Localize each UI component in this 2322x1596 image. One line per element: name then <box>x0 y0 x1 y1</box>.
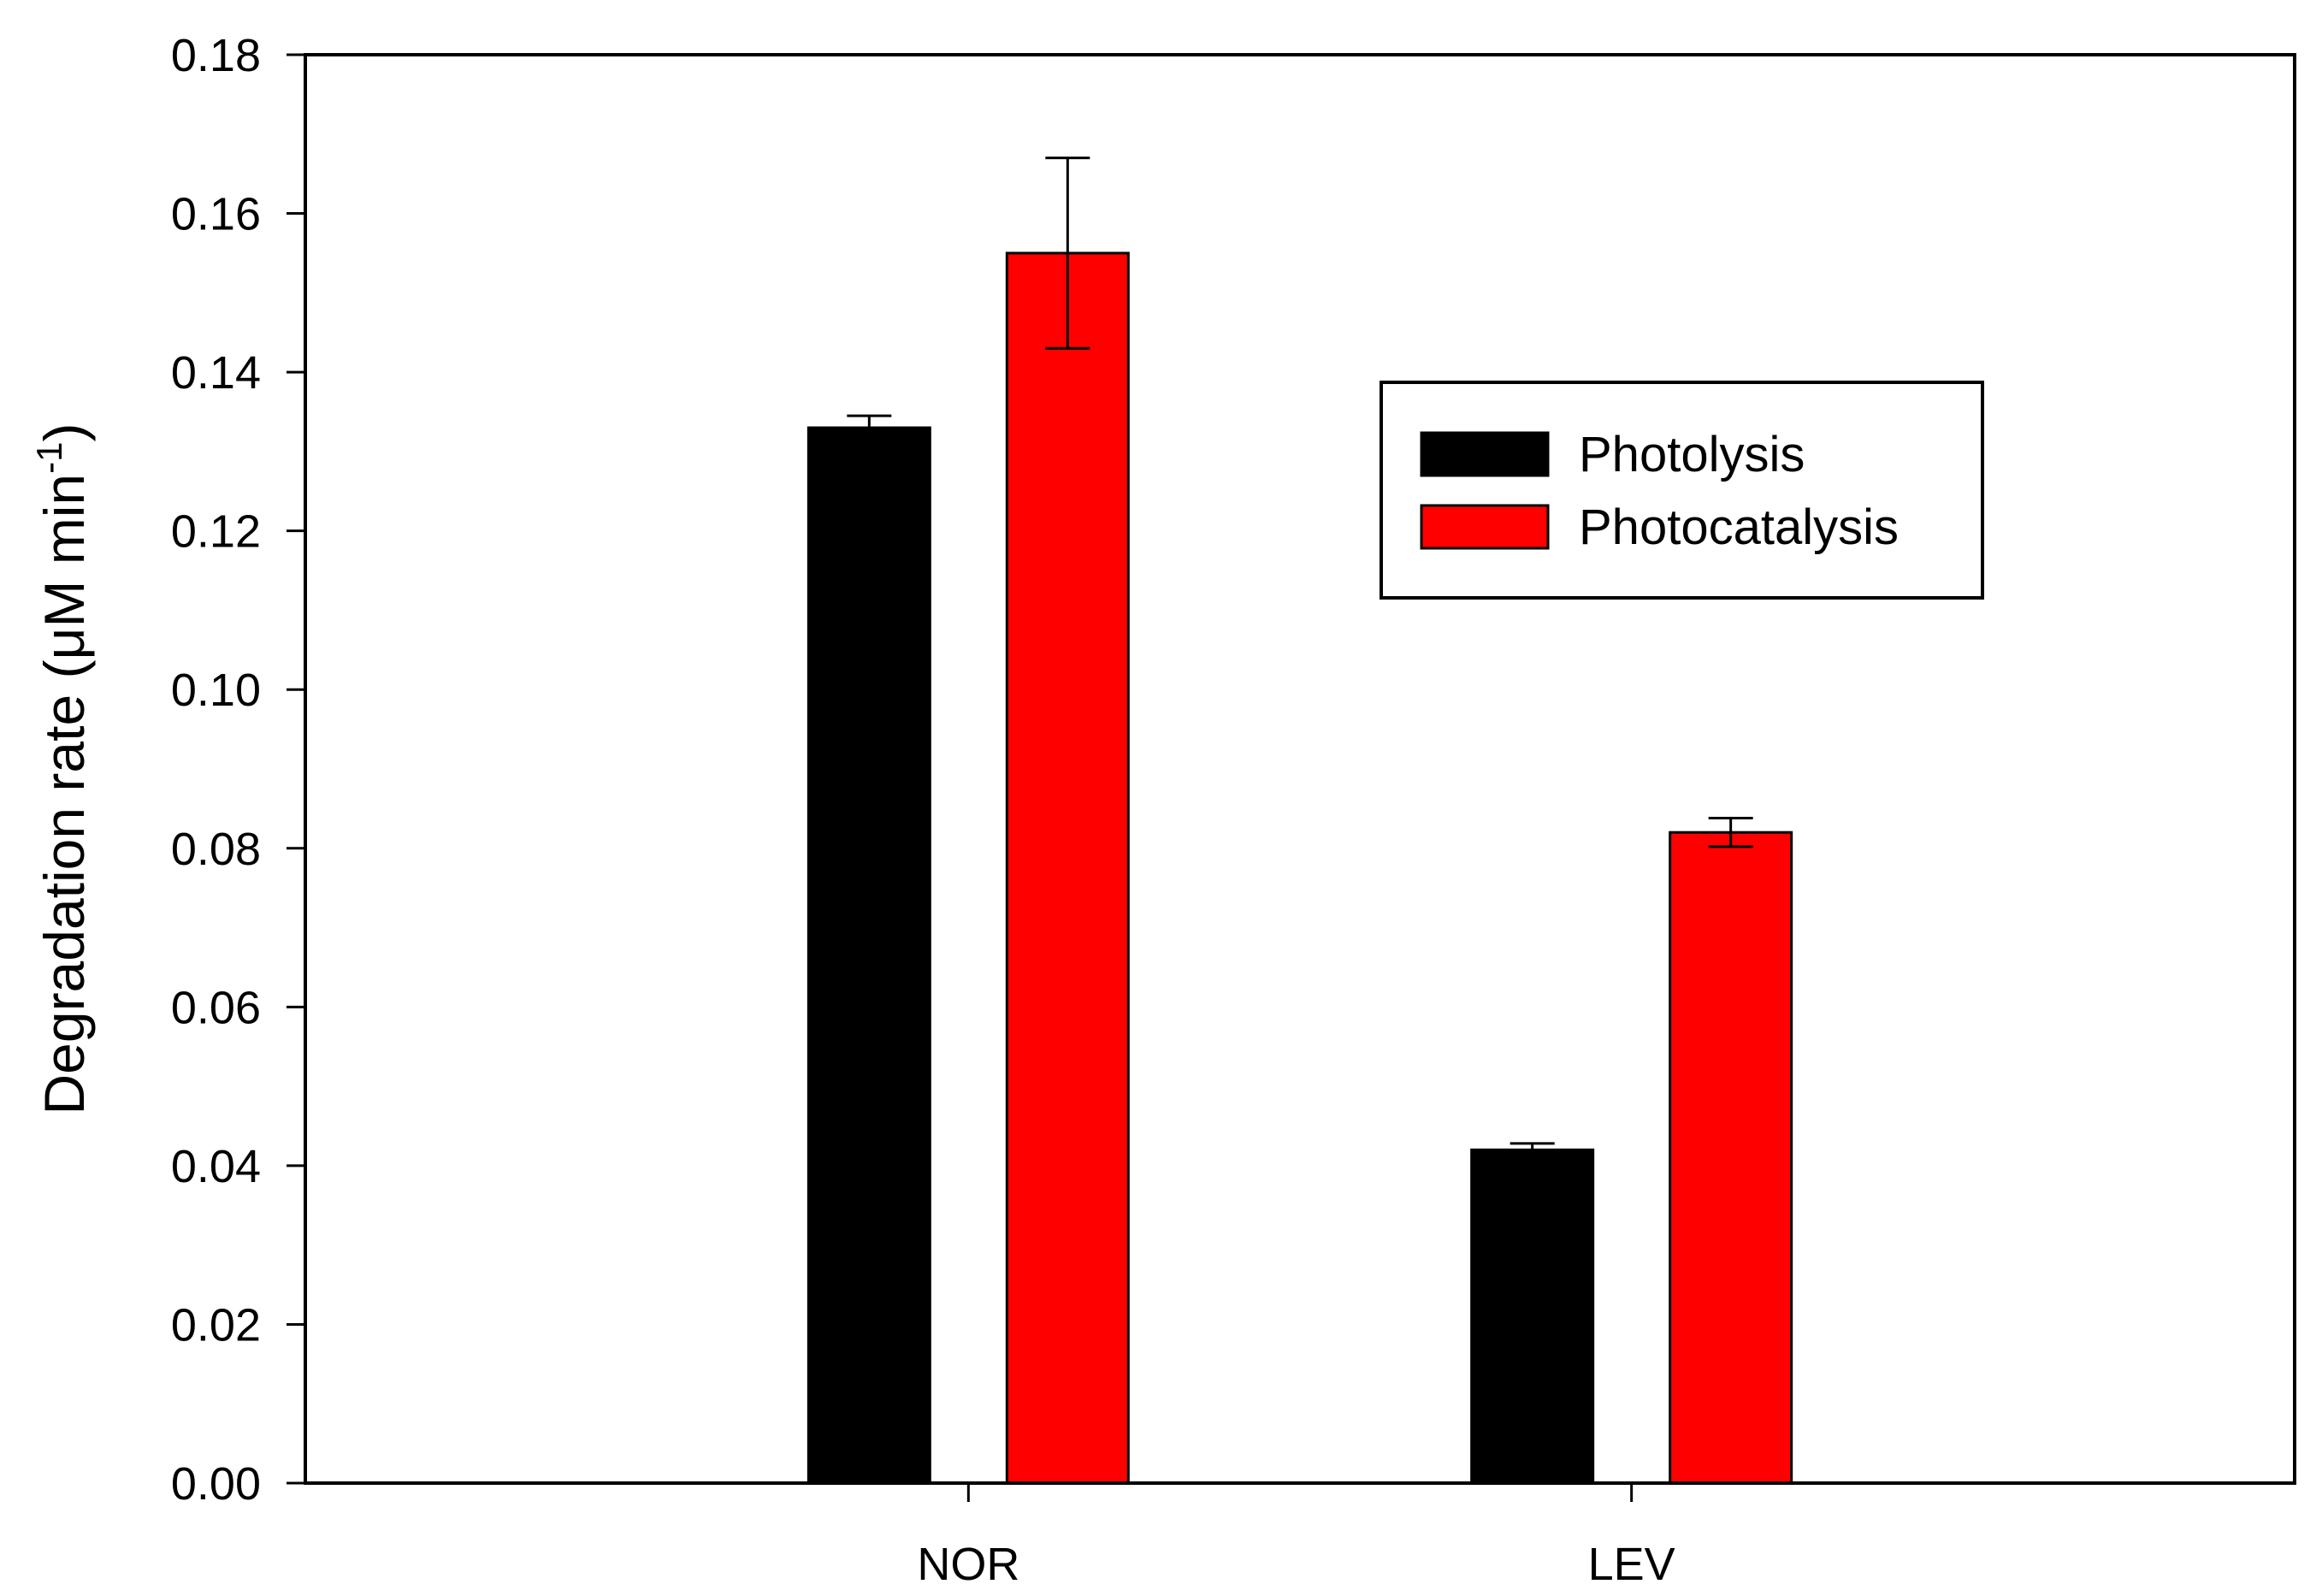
x-tick-label-lev: LEV <box>1588 1539 1675 1590</box>
legend-swatch-photocatalysis <box>1420 504 1550 550</box>
y-axis: 0.00 0.02 0.04 0.06 0.08 0.10 0.12 0.14 0.16 0.18 <box>171 30 305 1510</box>
x-axis: NOR LEV <box>917 1483 1675 1590</box>
y-axis-title-close: ) <box>32 423 96 441</box>
x-tick-label-nor: NOR <box>917 1539 1019 1590</box>
plot-frame <box>304 53 2296 1485</box>
legend-box <box>1380 381 1984 600</box>
y-axis-title-main: Degradation rate ( <box>32 660 96 1115</box>
bar-photocatalysis-nor <box>1005 251 1130 1485</box>
y-tick-label: 0.06 <box>171 982 261 1033</box>
y-axis-title-superscript: -1 <box>29 441 69 473</box>
y-tick-label: 0.16 <box>171 189 261 240</box>
y-tick-label: 0.14 <box>171 347 261 399</box>
bar-photolysis-nor <box>806 426 931 1485</box>
y-tick-label: 0.08 <box>171 824 261 875</box>
legend-swatch-photolysis <box>1420 431 1550 477</box>
y-tick-label: 0.12 <box>171 506 261 558</box>
y-tick-label: 0.18 <box>171 30 261 81</box>
legend: Photolysis Photocatalysis <box>1380 381 1984 600</box>
error-bars-layer <box>847 157 1753 1158</box>
y-tick-label: 0.10 <box>171 665 261 716</box>
y-axis-title: Degradation rate (μM min-1) <box>29 423 96 1114</box>
legend-label-photolysis: Photolysis <box>1579 427 1805 482</box>
legend-label-photocatalysis: Photocatalysis <box>1579 499 1899 555</box>
y-axis-title-unit: μM min <box>32 474 96 660</box>
y-tick-label: 0.04 <box>171 1141 261 1192</box>
y-tick-label: 0.02 <box>171 1299 261 1351</box>
bar-photolysis-lev <box>1470 1148 1595 1485</box>
bar-photocatalysis-lev <box>1669 831 1793 1485</box>
y-tick-label: 0.00 <box>171 1458 261 1510</box>
